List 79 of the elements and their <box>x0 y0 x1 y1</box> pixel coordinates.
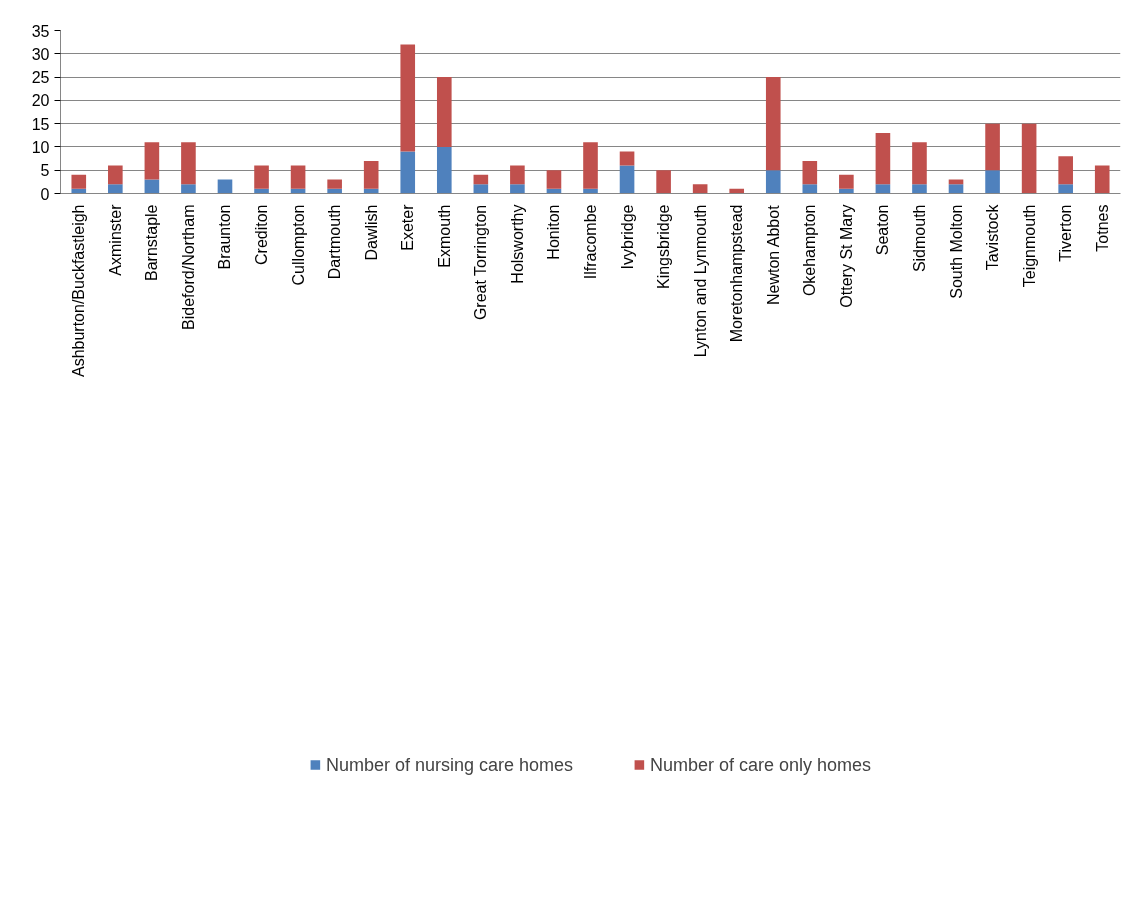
bar <box>839 174 854 189</box>
bar <box>802 160 818 185</box>
bar <box>875 184 891 194</box>
bar <box>108 165 123 185</box>
x-tick-label: Holsworthy <box>508 204 526 284</box>
y-tick-label: 0 <box>40 185 50 203</box>
y-tick-label: 15 <box>31 115 50 133</box>
bar <box>400 151 416 194</box>
bar <box>583 142 598 189</box>
x-tick-label: Barnstaple <box>143 204 161 281</box>
bar <box>144 142 160 180</box>
bar <box>1094 165 1110 194</box>
y-tick-label: 25 <box>31 69 50 87</box>
bar <box>985 123 1000 171</box>
x-tick-label: Honiton <box>545 204 563 260</box>
x-tick-label: Great Torrington <box>472 204 490 321</box>
x-tick-label: Tavistock <box>984 203 1002 271</box>
bar <box>802 184 818 194</box>
bar <box>510 165 525 185</box>
x-tick-label: Dawlish <box>362 204 380 261</box>
bar <box>1021 123 1037 194</box>
bar <box>400 44 416 152</box>
y-tick-label: 5 <box>40 162 50 180</box>
bar <box>473 184 489 194</box>
bar <box>290 165 306 189</box>
bar <box>985 170 1000 194</box>
x-tick-label: Newton Abbot <box>764 204 782 306</box>
bar <box>254 165 269 189</box>
bar <box>436 146 452 194</box>
x-tick-label: Braunton <box>216 204 234 270</box>
bar <box>436 77 452 147</box>
x-tick-label: Totnes <box>1093 204 1111 252</box>
bar <box>912 184 927 194</box>
y-tick-label: 10 <box>31 138 50 156</box>
bar <box>692 184 708 194</box>
bar <box>181 142 196 185</box>
bar <box>619 151 635 166</box>
y-tick-label: 20 <box>31 92 50 110</box>
legend-label: Number of nursing care homes <box>325 754 574 776</box>
bar <box>765 77 781 171</box>
bar <box>71 174 87 189</box>
x-tick-label: Axminster <box>106 203 124 276</box>
bar <box>948 184 964 194</box>
x-tick-label: Lynton and Lynmouth <box>691 204 709 358</box>
x-tick-label: Exeter <box>399 203 417 251</box>
bar <box>875 132 891 185</box>
x-tick-label: Ivybridge <box>618 204 636 270</box>
x-tick-label: Ashburton/Buckfastleigh <box>70 204 88 378</box>
bar <box>765 170 781 194</box>
x-tick-label: Sidmouth <box>910 204 928 273</box>
x-tick-label: Seaton <box>874 204 892 256</box>
x-tick-label: Teignmouth <box>1020 204 1038 288</box>
x-tick-label: Exmouth <box>435 204 453 268</box>
x-tick-label: Moretonhampstead <box>728 204 746 343</box>
x-tick-label: Okehampton <box>801 204 819 297</box>
x-tick-label: Bideford/Northam <box>179 204 197 330</box>
x-tick-label: Kingsbridge <box>655 204 673 289</box>
bar <box>1058 156 1073 185</box>
x-tick-label: South Molton <box>947 204 965 299</box>
y-tick-label: 35 <box>31 22 50 40</box>
bar <box>1058 184 1073 194</box>
bar <box>546 170 562 189</box>
x-tick-label: Dartmouth <box>326 204 344 280</box>
x-tick-label: Crediton <box>253 204 271 265</box>
x-tick-label: Ottery St Mary <box>837 204 855 308</box>
y-tick-label: 30 <box>31 45 50 63</box>
bar <box>510 184 525 194</box>
legend-label: Number of care only homes <box>650 754 872 776</box>
bar <box>327 179 342 189</box>
bar <box>473 174 489 185</box>
bar <box>363 160 379 189</box>
bar <box>656 170 671 194</box>
bar <box>912 142 927 185</box>
bar <box>108 184 123 194</box>
x-tick-label: Ilfracombe <box>582 204 599 280</box>
bar <box>181 184 196 194</box>
bar <box>619 165 635 194</box>
x-tick-label: Tiverton <box>1057 204 1075 262</box>
x-tick-label: Cullompton <box>289 204 307 286</box>
